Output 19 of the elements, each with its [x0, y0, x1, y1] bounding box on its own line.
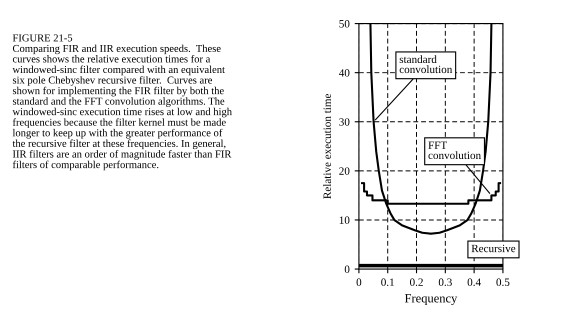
x-tick-label: 0.2	[410, 278, 423, 286]
text: standard convolution	[400, 55, 452, 74]
text: FFT convolution	[428, 142, 481, 160]
y-tick-label: 30	[339, 118, 350, 126]
x-axis-title: Frequency	[404, 294, 458, 306]
y-tick-label: 40	[338, 69, 350, 77]
series-label: Recursive	[472, 244, 516, 252]
x-tick-label: 0.4	[468, 278, 481, 286]
text: FIGURE 21-5	[12, 34, 72, 42]
text: Comparing FIR and IIR execution speeds. These curves shows the relative execution times for a windowed-sinc filter compared with an equivalent six pole Chebyshev recursive filter. Curves are shown for implementing the FIR filter by both the standard and the FFT convolution algorithms. The windowed-sinc execution time rises at low and high frequencies because the filter kernel must be made longer to keep up with the greater performance of the recursive filter at these frequencies. In general, IIR filters are an order of magnitude faster than FIR filters of comparable performance.	[12, 44, 232, 170]
x-tick-label: 0	[356, 278, 362, 286]
x-tick-label: 0.3	[438, 278, 452, 286]
y-tick-label: 0	[344, 266, 350, 274]
x-tick-label: 0.1	[381, 278, 394, 286]
y-tick-label: 10	[340, 216, 350, 224]
y-tick-label: 20	[339, 167, 350, 175]
y-tick-label: 50	[339, 20, 350, 28]
x-tick-label: 0.5	[496, 278, 510, 286]
y-axis-title: Relative execution time	[323, 94, 331, 199]
